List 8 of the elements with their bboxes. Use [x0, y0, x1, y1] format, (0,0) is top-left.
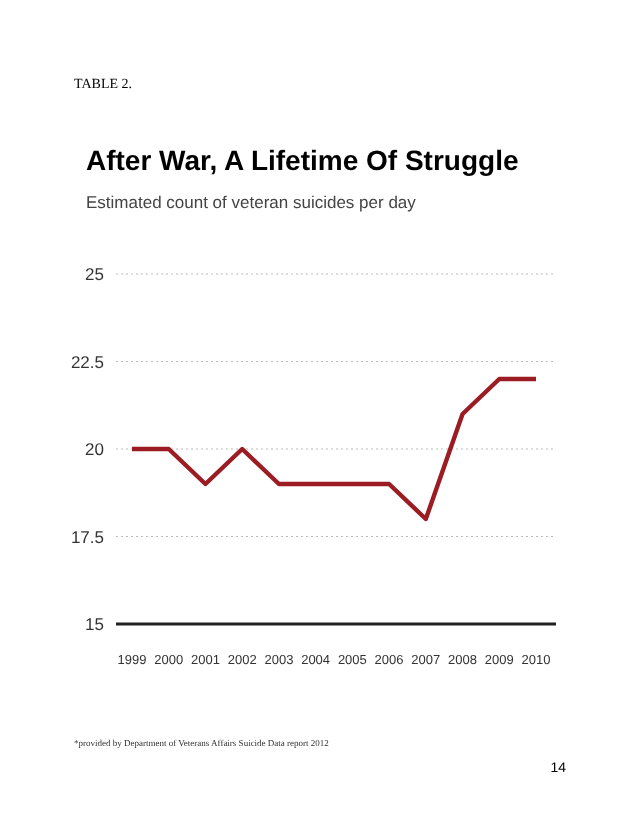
- y-tick-label: 25: [85, 264, 105, 284]
- y-tick-label: 15: [85, 614, 105, 634]
- y-tick-label: 17.5: [70, 526, 105, 547]
- chart-subtitle: Estimated count of veteran suicides per day: [86, 192, 418, 212]
- chart-title: After War, A Lifetime Of Struggle: [86, 144, 519, 176]
- y-tick-label: 20: [85, 439, 105, 459]
- line-series: [129, 376, 539, 522]
- y-tick-label: 22.5: [70, 351, 105, 372]
